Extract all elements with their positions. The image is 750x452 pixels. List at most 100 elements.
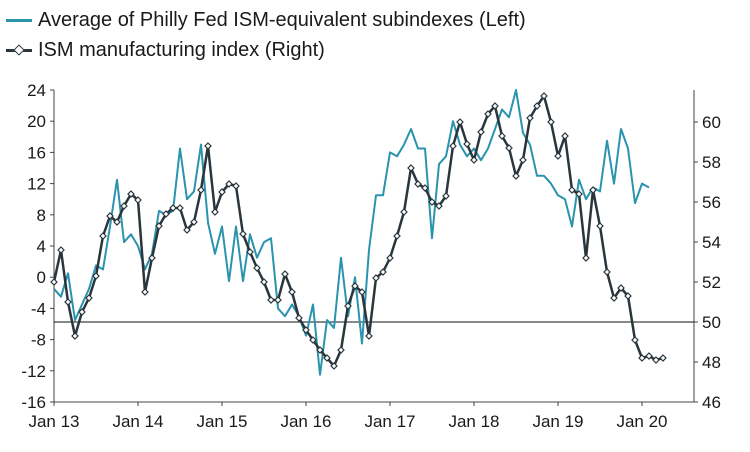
- y-right-tick-label: 60: [702, 113, 721, 132]
- ism-data-point: [218, 188, 226, 196]
- ism-data-point: [575, 190, 583, 198]
- y-left-tick-label: -16: [21, 393, 46, 412]
- y-right-tick-label: 48: [702, 353, 721, 372]
- x-tick-label: Jan 19: [532, 412, 583, 431]
- ism-data-point: [596, 222, 604, 230]
- x-tick-label: Jan 15: [196, 412, 247, 431]
- legend-label: Average of Philly Fed ISM-equivalent sub…: [38, 8, 526, 31]
- ism-data-point: [400, 208, 408, 216]
- ism-data-point: [141, 288, 149, 296]
- x-tick-label: Jan 20: [616, 412, 667, 431]
- ism-data-point: [64, 298, 72, 306]
- ism-data-point: [92, 272, 100, 280]
- ism-data-point: [456, 118, 464, 126]
- ism-data-point: [442, 192, 450, 200]
- ism-data-point: [204, 142, 212, 150]
- x-tick-label: Jan 14: [112, 412, 163, 431]
- ism-data-point: [547, 118, 555, 126]
- ism-data-point: [148, 254, 156, 262]
- series-line-philly-fed: [53, 89, 650, 376]
- ism-data-point: [645, 352, 653, 360]
- ism-data-point: [561, 132, 569, 140]
- ism-data-point: [463, 140, 471, 148]
- y-right-tick-label: 54: [702, 233, 721, 252]
- ism-data-point: [372, 274, 380, 282]
- ism-data-point: [183, 226, 191, 234]
- ism-data-point: [155, 222, 163, 230]
- legend-line-diamond-icon: [6, 37, 32, 63]
- ism-data-point: [323, 354, 331, 362]
- ism-data-point: [78, 308, 86, 316]
- ism-data-point: [260, 278, 268, 286]
- y-right-tick-label: 58: [702, 153, 721, 172]
- ism-data-point: [176, 204, 184, 212]
- ism-data-point: [330, 362, 338, 370]
- ism-data-point: [85, 294, 93, 302]
- ism-data-point: [505, 144, 513, 152]
- y-right-tick-label: 56: [702, 193, 721, 212]
- ism-data-point: [386, 254, 394, 262]
- ism-data-point: [71, 332, 79, 340]
- ism-data-point: [603, 268, 611, 276]
- ism-data-point: [99, 232, 107, 240]
- ism-data-point: [512, 172, 520, 180]
- ism-data-point: [610, 294, 618, 302]
- ism-data-point: [470, 156, 478, 164]
- ism-data-point: [652, 356, 660, 364]
- ism-data-point: [113, 218, 121, 226]
- ism-data-point: [526, 114, 534, 122]
- y-left-tick-label: -4: [31, 299, 46, 318]
- ism-data-point: [281, 270, 289, 278]
- y-left-tick-label: 20: [27, 112, 46, 131]
- ism-data-point: [393, 232, 401, 240]
- ism-data-point: [316, 346, 324, 354]
- ism-data-point: [302, 326, 310, 334]
- legend-label: ISM manufacturing index (Right): [38, 38, 325, 61]
- ism-data-point: [421, 184, 429, 192]
- ism-data-point: [554, 152, 562, 160]
- y-left-tick-label: -8: [31, 331, 46, 350]
- ism-data-point: [519, 156, 527, 164]
- y-left-tick-label: 24: [27, 81, 46, 100]
- ism-data-point: [484, 110, 492, 118]
- ism-data-point: [568, 186, 576, 194]
- ism-data-point: [358, 288, 366, 296]
- series-line-ism: [52, 94, 664, 368]
- ism-data-point: [337, 346, 345, 354]
- ism-data-point: [162, 210, 170, 218]
- ism-data-point: [253, 264, 261, 272]
- y-right-tick-label: 46: [702, 393, 721, 412]
- ism-data-point: [127, 190, 135, 198]
- y-left-tick-label: 12: [27, 175, 46, 194]
- ism-data-point: [379, 268, 387, 276]
- y-left-tick-label: 0: [37, 268, 46, 287]
- ism-data-point: [540, 92, 548, 100]
- ism-data-point: [449, 142, 457, 150]
- ism-data-point: [344, 302, 352, 310]
- y-left-tick-label: 16: [27, 143, 46, 162]
- ism-data-point: [589, 186, 597, 194]
- ism-data-point: [414, 180, 422, 188]
- ism-data-point: [365, 332, 373, 340]
- y-right-tick-label: 52: [702, 273, 721, 292]
- x-tick-label: Jan 18: [448, 412, 499, 431]
- ism-data-point: [57, 246, 65, 254]
- ism-data-point: [169, 204, 177, 212]
- ism-data-point: [491, 102, 499, 110]
- ism-data-point: [498, 132, 506, 140]
- ism-data-point: [533, 102, 541, 110]
- ism-data-point: [624, 292, 632, 300]
- y-left-tick-label: 8: [37, 206, 46, 225]
- ism-data-point: [50, 278, 58, 286]
- ism-data-point: [232, 182, 240, 190]
- ism-data-point: [659, 354, 667, 362]
- ism-data-point: [120, 202, 128, 210]
- ism-data-point: [309, 336, 317, 344]
- ism-data-point: [267, 296, 275, 304]
- x-tick-label: Jan 16: [280, 412, 331, 431]
- legend-item-philly-fed: Average of Philly Fed ISM-equivalent sub…: [6, 7, 526, 33]
- ism-data-point: [617, 284, 625, 292]
- ism-data-point: [106, 212, 114, 220]
- ism-data-point: [225, 180, 233, 188]
